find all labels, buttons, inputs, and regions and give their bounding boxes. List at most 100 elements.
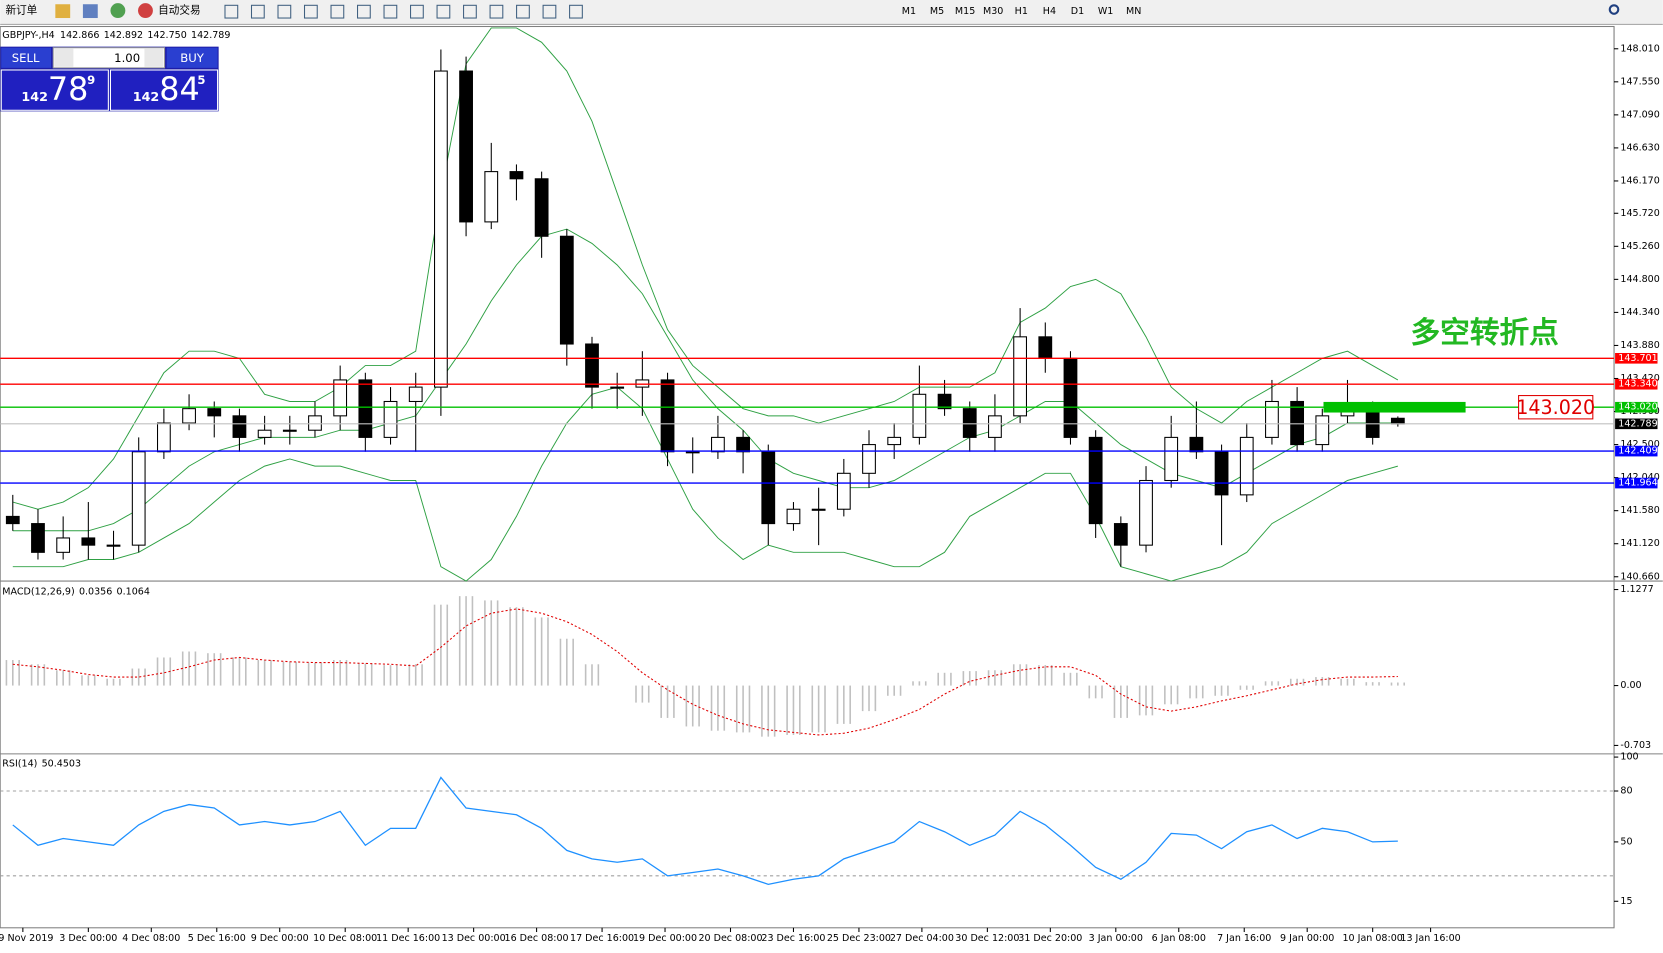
candle-body (660, 379, 675, 453)
candle-body (585, 343, 599, 388)
timeframe-button[interactable]: D1 (1071, 6, 1084, 17)
tool-icon[interactable] (463, 4, 477, 19)
bid-small[interactable]: 9 (87, 73, 95, 87)
ask-big[interactable]: 142 (133, 89, 160, 104)
x-tick-label: 23 Dec 16:00 (761, 933, 825, 944)
candle-body (408, 386, 423, 403)
x-tick-label: 10 Dec 08:00 (313, 933, 377, 944)
x-tick-label: 13 Jan 16:00 (1400, 933, 1460, 944)
tool-icon[interactable] (436, 4, 451, 19)
x-tick-label: 29 Nov 2019 (0, 933, 53, 944)
tool-icon[interactable] (224, 4, 239, 19)
lot-down[interactable] (54, 48, 74, 67)
timeframe-button[interactable]: M1 (902, 6, 916, 17)
lot-up[interactable] (144, 48, 164, 67)
icon[interactable] (110, 3, 126, 19)
buy-button[interactable] (166, 47, 218, 68)
lot-input[interactable] (52, 47, 166, 69)
y-tick-label: 144.800 (1620, 274, 1659, 285)
toolbar (0, 0, 1663, 25)
rsi-name: RSI(14) (2, 758, 37, 769)
ask-small[interactable]: 5 (197, 73, 205, 87)
candle-body (534, 178, 549, 237)
level-label: 142.409 (1618, 446, 1657, 457)
candle-body (509, 171, 524, 180)
macd-value: 0.0356 (79, 586, 112, 597)
timeframe-button[interactable]: M5 (930, 6, 944, 17)
tool-icon[interactable] (383, 4, 398, 19)
tool-icon[interactable] (542, 4, 557, 19)
new-order-button[interactable]: 新订单 (5, 4, 37, 17)
candle-body (1214, 451, 1229, 496)
tool-icon[interactable] (303, 4, 318, 19)
tool-icon[interactable] (569, 4, 583, 19)
pivot-box (1518, 395, 1594, 420)
macd-header: MACD(12,26,9) 0.0356 0.1064 (2, 586, 150, 597)
timeframe-button[interactable]: MN (1126, 6, 1141, 17)
candle-body (1265, 400, 1279, 438)
sell-label[interactable]: SELL (12, 51, 40, 65)
icon[interactable] (82, 4, 98, 19)
x-tick-label: 25 Dec 23:00 (827, 933, 891, 944)
y-tick-label: 145.720 (1620, 208, 1659, 219)
bollinger-upper (12, 27, 1399, 510)
level-label: 143.340 (1618, 379, 1657, 390)
tool-icon[interactable] (330, 4, 345, 19)
bid-box[interactable] (0, 69, 109, 111)
tool-icon[interactable] (277, 4, 292, 19)
candle-body (156, 422, 171, 453)
ask-main[interactable]: 84 (159, 70, 199, 108)
candle-body (1063, 357, 1078, 438)
candle-body (308, 415, 322, 431)
timeframe-button[interactable]: W1 (1098, 6, 1114, 17)
candle-body (434, 70, 448, 388)
candle-body (131, 451, 146, 546)
tool-icon[interactable] (410, 4, 424, 19)
x-tick-label: 27 Dec 04:00 (890, 933, 954, 944)
x-tick-label: 4 Dec 08:00 (122, 933, 180, 944)
candle-body (1189, 436, 1204, 453)
y-tick-label: 141.580 (1620, 505, 1659, 516)
level-tag (1615, 445, 1658, 457)
macd-name: MACD(12,26,9) (2, 586, 74, 597)
bid-big[interactable]: 142 (21, 89, 48, 104)
symbol-header: GBPJPY-,H4 142.866 142.892 142.750 142.789 (2, 29, 230, 40)
icon[interactable] (55, 4, 71, 19)
tool-icon[interactable] (516, 4, 530, 19)
candle-body (962, 408, 977, 438)
timeframe-button[interactable]: H1 (1015, 6, 1028, 17)
candle-body (282, 429, 297, 432)
signal-value: 0.1064 (117, 586, 150, 597)
tool-icon[interactable] (357, 4, 371, 19)
candle-body (232, 415, 247, 438)
tool-icon[interactable] (250, 4, 265, 19)
candle-body (1164, 436, 1179, 482)
timeframe-button[interactable]: M15 (955, 6, 975, 17)
auto-trade-button[interactable]: 自动交易 (158, 4, 200, 17)
candle-body (1365, 408, 1380, 438)
ask-box[interactable] (109, 69, 219, 111)
candle-body (459, 70, 473, 223)
x-tick-label: 16 Dec 08:00 (505, 933, 569, 944)
x-tick-label: 6 Jan 08:00 (1152, 933, 1206, 944)
bid-main[interactable]: 78 (48, 70, 88, 108)
pivot-bar (1323, 401, 1466, 413)
timeframe-button[interactable]: M30 (983, 6, 1003, 17)
pivot-label: 143.020 (1516, 397, 1595, 419)
candle-body (862, 444, 876, 474)
search-icon[interactable] (1608, 4, 1620, 15)
y-tick-label: 148.010 (1620, 43, 1659, 54)
timeframe-button[interactable]: H4 (1043, 6, 1056, 17)
sell-button[interactable] (1, 47, 52, 68)
candle-body (182, 408, 196, 424)
price-label: 142.789 (1618, 418, 1657, 429)
candle-body (887, 436, 902, 446)
candle-body (811, 508, 826, 511)
candle-body (106, 544, 121, 547)
candle-body (1139, 479, 1153, 546)
lot-value[interactable]: 1.00 (114, 51, 140, 65)
tool-icon[interactable] (489, 4, 504, 19)
open: 142.866 (60, 29, 99, 40)
icon[interactable] (138, 3, 153, 19)
buy-label[interactable]: BUY (180, 51, 205, 65)
